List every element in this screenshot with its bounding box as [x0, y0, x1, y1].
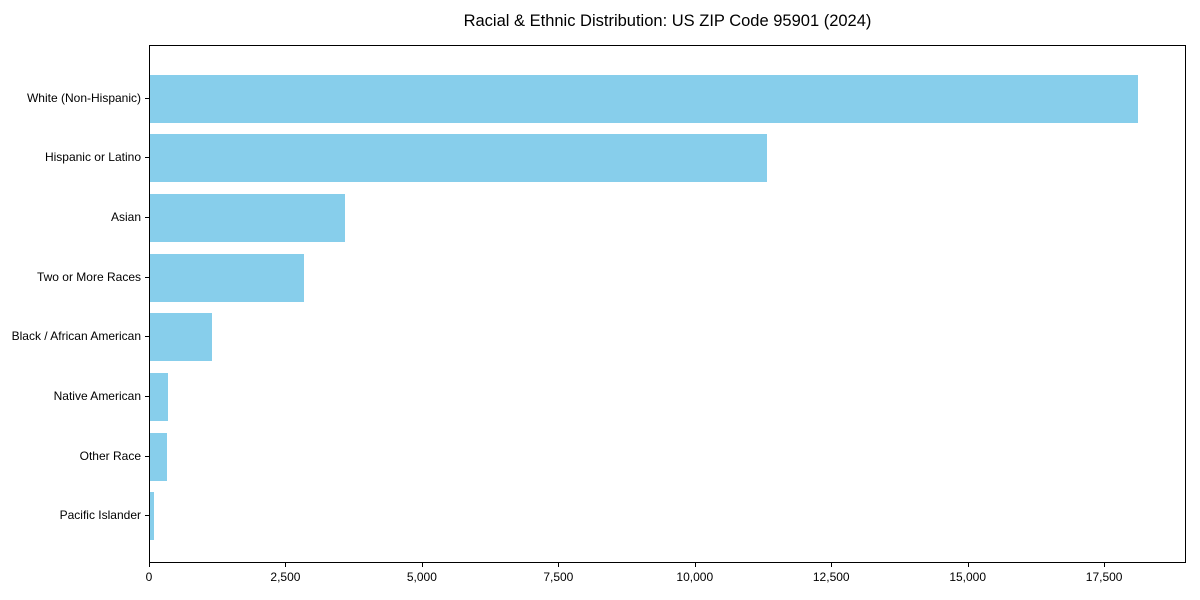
- x-tick-mark-5000: [421, 563, 423, 567]
- y-tick-label-hispanic-or-latino: Hispanic or Latino: [44, 150, 141, 165]
- y-tick-mark-pacific-islander: [145, 515, 149, 517]
- y-tick-mark-native-american: [145, 396, 149, 397]
- bar-hispanic-or-latino: [150, 134, 767, 183]
- bar-pacific-islander: [150, 492, 155, 541]
- bar-other-race: [150, 432, 168, 481]
- bar-two-or-more-races: [150, 253, 305, 302]
- x-tick-mark-2500: [285, 563, 287, 567]
- y-tick-mark-black-african-american: [145, 336, 149, 338]
- y-tick-mark-white-non-hispanic: [145, 97, 149, 99]
- y-tick-mark-asian: [145, 216, 149, 218]
- x-tick-mark-15000: [967, 563, 969, 567]
- chart-title: Racial & Ethnic Distribution: US ZIP Cod…: [463, 12, 872, 30]
- y-tick-label-pacific-islander: Pacific Islander: [59, 508, 141, 523]
- y-tick-label-two-or-more-races: Two or More Races: [36, 269, 141, 284]
- bar-black-african-american: [150, 313, 213, 362]
- y-tick-label-other-race: Other Race: [79, 448, 141, 463]
- x-tick-label-2500: 2,500: [270, 570, 301, 584]
- x-tick-label-12500: 12,500: [812, 570, 850, 584]
- x-tick-mark-7500: [558, 563, 560, 567]
- y-tick-label-asian: Asian: [110, 209, 141, 224]
- plot-area: [149, 45, 1186, 563]
- bar-white-non-hispanic: [150, 74, 1138, 123]
- bar-asian: [150, 193, 346, 242]
- x-tick-mark-17500: [1104, 563, 1106, 567]
- x-tick-label-15000: 15,000: [949, 570, 987, 584]
- x-tick-label-17500: 17,500: [1085, 570, 1123, 584]
- y-tick-mark-two-or-more-races: [145, 276, 149, 278]
- y-tick-label-black-african-american: Black / African American: [11, 329, 141, 344]
- x-tick-label-0: 0: [145, 570, 153, 584]
- x-tick-mark-0: [149, 563, 150, 567]
- bar-native-american: [150, 373, 168, 421]
- x-tick-label-7500: 7,500: [543, 570, 574, 584]
- x-tick-mark-12500: [831, 563, 833, 567]
- y-tick-mark-other-race: [145, 455, 149, 457]
- y-tick-mark-hispanic-or-latino: [145, 157, 149, 159]
- y-tick-label-white-non-hispanic: White (Non-Hispanic): [26, 90, 141, 105]
- y-tick-label-native-american: Native American: [53, 389, 141, 403]
- x-tick-mark-10000: [694, 563, 696, 567]
- x-tick-label-5000: 5,000: [406, 570, 437, 584]
- x-tick-label-10000: 10,000: [676, 570, 714, 584]
